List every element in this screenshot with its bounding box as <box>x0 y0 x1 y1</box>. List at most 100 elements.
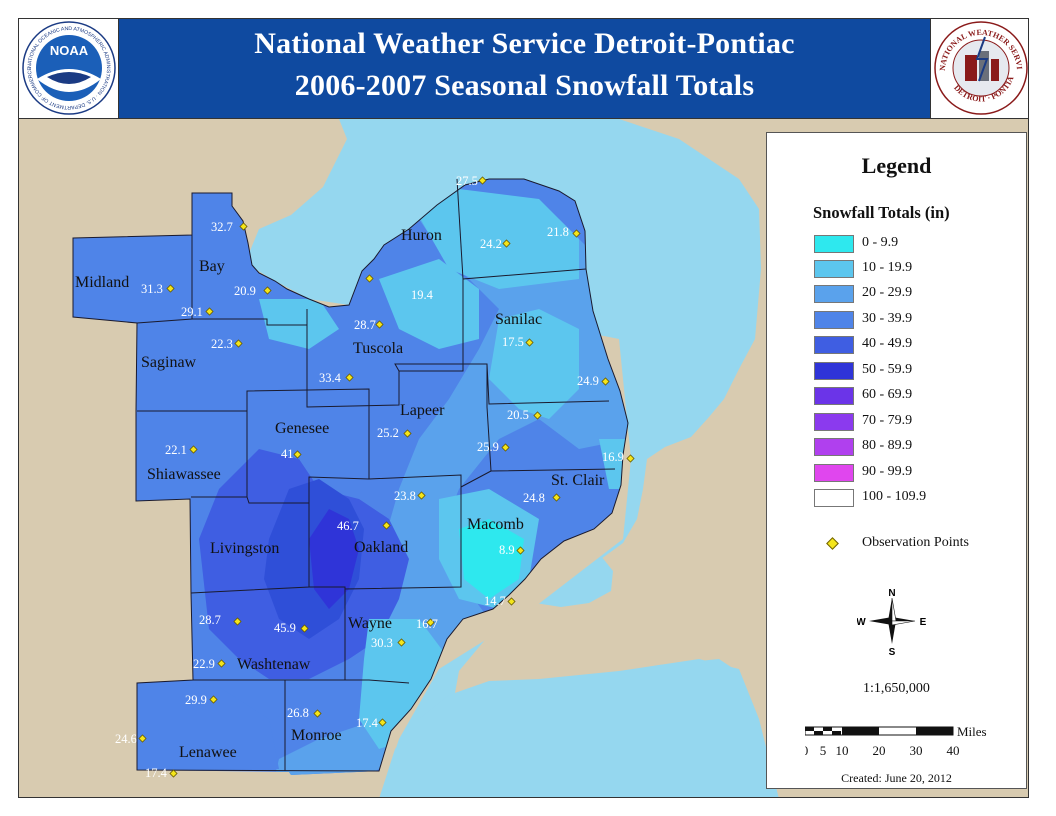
compass-rose-icon: N S W E <box>857 588 927 656</box>
map-scale-ratio: 1:1,650,000 <box>863 681 930 696</box>
observation-point: 45.9 <box>274 621 309 635</box>
county-labels: Midland Bay Saginaw Tuscola Huron Sanila… <box>75 227 605 761</box>
scale-bar: Miles 0 5 10 20 30 40 <box>805 725 987 758</box>
legend-swatch <box>814 285 854 303</box>
legend-swatch <box>814 260 854 278</box>
svg-text:24.2: 24.2 <box>480 237 502 251</box>
observation-point: 24.9 <box>577 374 610 388</box>
observation-point: 32.7 <box>211 220 248 234</box>
county-label-sanilac: Sanilac <box>495 311 542 328</box>
legend-swatch <box>814 235 854 253</box>
county-label-lenawee: Lenawee <box>179 744 237 761</box>
page-title-line2: 2006-2007 Seasonal Snowfall Totals <box>294 69 755 102</box>
svg-text:N: N <box>888 588 895 599</box>
legend-swatch <box>814 387 854 405</box>
svg-text:8.9: 8.9 <box>499 543 515 557</box>
svg-text:S: S <box>889 647 896 656</box>
county-label-shiawassee: Shiawassee <box>147 466 221 483</box>
county-label-midland: Midland <box>75 274 129 291</box>
observation-point: 19.4 <box>365 274 434 302</box>
svg-text:26.8: 26.8 <box>287 706 309 720</box>
svg-text:30: 30 <box>910 743 923 758</box>
observation-point: 24.8 <box>523 491 561 505</box>
lake-erie <box>379 659 779 797</box>
svg-text:29.1: 29.1 <box>181 305 203 319</box>
observation-point: 27.5 <box>456 174 487 188</box>
legend-swatch <box>814 311 854 329</box>
county-label-livingston: Livingston <box>210 540 279 557</box>
observation-point: 31.3 <box>141 282 175 296</box>
svg-text:10: 10 <box>836 743 849 758</box>
svg-text:17.4: 17.4 <box>356 716 379 730</box>
svg-text:25.9: 25.9 <box>477 440 499 454</box>
svg-text:16.9: 16.9 <box>602 450 624 464</box>
observation-point: 33.4 <box>319 371 354 385</box>
observation-point: 46.7 <box>337 519 391 533</box>
svg-text:29.9: 29.9 <box>185 693 207 707</box>
observation-point-icon <box>826 537 839 550</box>
observation-point: 8.9 <box>499 543 525 557</box>
observation-point: 28.7 <box>199 613 242 627</box>
county-label-wayne: Wayne <box>348 615 392 632</box>
observation-point: 17.4 <box>145 766 178 780</box>
svg-text:NOAA: NOAA <box>50 43 89 58</box>
observation-point: 16.7 <box>416 617 438 631</box>
observation-point: 22.1 <box>165 443 198 457</box>
svg-text:19.4: 19.4 <box>411 288 434 302</box>
legend-swatch <box>814 464 854 482</box>
svg-text:5: 5 <box>820 743 827 758</box>
observation-point: 22.9 <box>193 657 226 671</box>
observation-point: 28.7 <box>354 318 384 332</box>
header-bar: NOAA NATIONAL OCEANIC AND ATMOSPHERIC AD… <box>19 19 1028 119</box>
legend-subtitle: Snowfall Totals (in) <box>813 203 950 222</box>
legend-swatch <box>814 336 854 354</box>
observation-point: 21.8 <box>547 225 581 239</box>
created-date: Created: June 20, 2012 <box>841 771 952 785</box>
svg-text:E: E <box>920 617 927 628</box>
svg-text:24.9: 24.9 <box>577 374 599 388</box>
observation-point: 25.9 <box>477 440 510 454</box>
observation-point: 29.1 <box>181 305 214 319</box>
svg-text:24.6: 24.6 <box>115 732 137 746</box>
svg-text:W: W <box>857 617 866 628</box>
county-label-huron: Huron <box>401 227 442 244</box>
county-label-st-clair: St. Clair <box>551 472 605 489</box>
observation-point: 25.2 <box>377 426 412 440</box>
observation-point: 14.7 <box>484 594 516 608</box>
county-label-bay: Bay <box>199 258 225 275</box>
legend-title: Legend <box>861 153 932 178</box>
svg-text:23.8: 23.8 <box>394 489 416 503</box>
svg-text:28.7: 28.7 <box>354 318 376 332</box>
svg-text:20.9: 20.9 <box>234 284 256 298</box>
observation-points: 27.5 24.2 21.8 32.7 31.3 20.9 29.1 19.4 … <box>115 174 635 780</box>
county-boundaries <box>72 178 629 772</box>
svg-text:20: 20 <box>873 743 886 758</box>
legend-swatch <box>814 362 854 380</box>
svg-text:17.5: 17.5 <box>502 335 524 349</box>
legend-swatch <box>814 489 854 507</box>
svg-text:31.3: 31.3 <box>141 282 163 296</box>
svg-text:21.8: 21.8 <box>547 225 569 239</box>
observation-point: 29.9 <box>185 693 218 707</box>
svg-text:46.7: 46.7 <box>337 519 359 533</box>
county-label-tuscola: Tuscola <box>353 340 403 357</box>
svg-text:32.7: 32.7 <box>211 220 233 234</box>
svg-text:33.4: 33.4 <box>319 371 342 385</box>
nws-detroit-logo: NATIONAL WEATHER SERVICE DETROIT · PONTI… <box>928 19 1028 118</box>
svg-text:24.8: 24.8 <box>523 491 545 505</box>
svg-text:16.7: 16.7 <box>416 617 438 631</box>
observation-point: 17.5 <box>502 335 534 349</box>
observation-point: 26.8 <box>287 706 322 720</box>
svg-text:20.5: 20.5 <box>507 408 529 422</box>
observation-point: 20.5 <box>507 408 542 422</box>
observation-point: 24.2 <box>480 237 511 251</box>
legend-observation-points: Observation Points <box>814 535 1024 555</box>
svg-text:28.7: 28.7 <box>199 613 221 627</box>
svg-text:45.9: 45.9 <box>274 621 296 635</box>
legend-swatch <box>814 413 854 431</box>
svg-text:27.5: 27.5 <box>456 174 478 188</box>
observation-point: 16.9 <box>602 450 635 464</box>
svg-text:25.2: 25.2 <box>377 426 399 440</box>
observation-point: 30.3 <box>371 636 406 650</box>
observation-point: 23.8 <box>394 489 426 503</box>
